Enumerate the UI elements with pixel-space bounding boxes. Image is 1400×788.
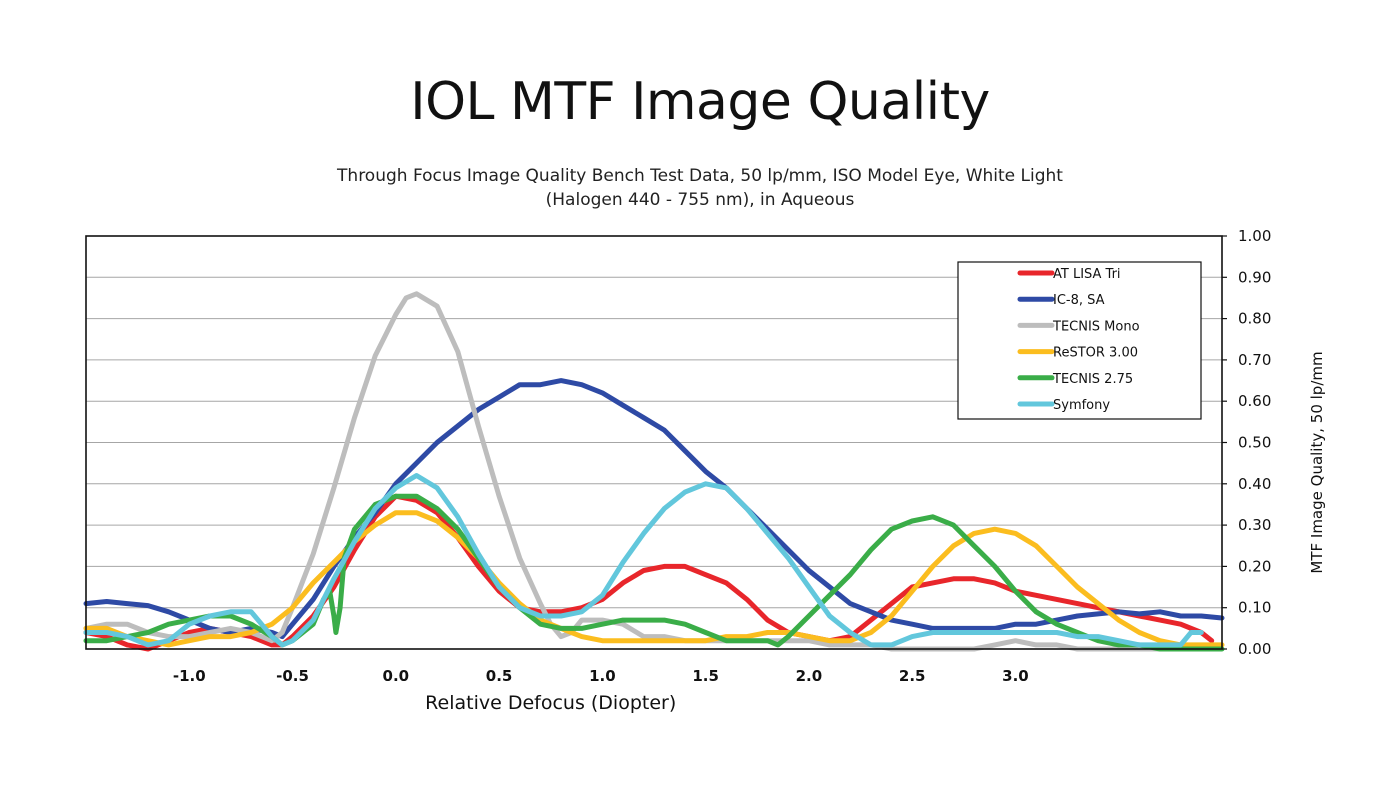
chart-title: IOL MTF Image Quality (410, 72, 990, 132)
x-axis-ticks: -1.0 -0.5 0.0 0.5 1.0 1.5 2.0 2.5 3.0 (173, 667, 1029, 685)
series-line-4 (83, 510, 1225, 648)
legend-label: TECNIS Mono (1052, 319, 1140, 334)
x-axis-label: Relative Defocus (Diopter) (425, 692, 676, 714)
y-tick-label: 1.00 (1238, 227, 1271, 245)
x-tick-label: 0.5 (486, 667, 513, 685)
series-line-2 (83, 378, 1225, 640)
legend-label: Symfony (1053, 398, 1110, 413)
y-tick-label: 0.60 (1238, 392, 1271, 410)
subtitle-line-2: (Halogen 440 - 755 nm), in Aqueous (545, 190, 855, 210)
legend-label: AT LISA Tri (1053, 267, 1121, 282)
x-tick-label: 2.0 (796, 667, 823, 685)
series-line-6 (83, 473, 1204, 648)
y-tick-label: 0.30 (1238, 516, 1271, 534)
legend: AT LISA Tri IC-8, SA TECNIS Mono ReSTOR 3.0… (957, 261, 1202, 420)
x-tick-label: 0.0 (383, 667, 410, 685)
x-tick-label: -0.5 (276, 667, 309, 685)
legend-label: ReSTOR 3.00 (1053, 346, 1138, 361)
y-tick-label: 0.00 (1238, 640, 1271, 658)
legend-label: IC-8, SA (1053, 293, 1105, 308)
y-tick-label: 0.50 (1238, 434, 1271, 452)
legend-box (957, 261, 1202, 420)
y-tick-label: 0.40 (1238, 475, 1271, 493)
subtitle-line-1: Through Focus Image Quality Bench Test D… (337, 166, 1063, 186)
x-tick-label: -1.0 (173, 667, 206, 685)
y-tick-label: 0.70 (1238, 351, 1271, 369)
y-tick-label: 0.90 (1238, 268, 1271, 286)
series-line-1 (83, 493, 1215, 652)
x-tick-label: 1.5 (692, 667, 719, 685)
y-axis-label: MTF Image Quality, 50 lp/mm (1308, 351, 1326, 573)
chart-subtitle: Through Focus Image Quality Bench Test D… (0, 164, 1400, 212)
y-tick-label: 0.80 (1238, 310, 1271, 328)
y-tick-label: 0.20 (1238, 557, 1271, 575)
x-tick-label: 3.0 (1002, 667, 1029, 685)
x-tick-label: 1.0 (589, 667, 616, 685)
y-tick-label: 0.10 (1238, 599, 1271, 617)
legend-label: TECNIS 2.75 (1052, 372, 1133, 387)
x-tick-label: 2.5 (899, 667, 926, 685)
y-axis-ticks: 0.00 0.10 0.20 0.30 0.40 0.50 0.60 0.70 0.80 0.90… (1222, 227, 1271, 658)
